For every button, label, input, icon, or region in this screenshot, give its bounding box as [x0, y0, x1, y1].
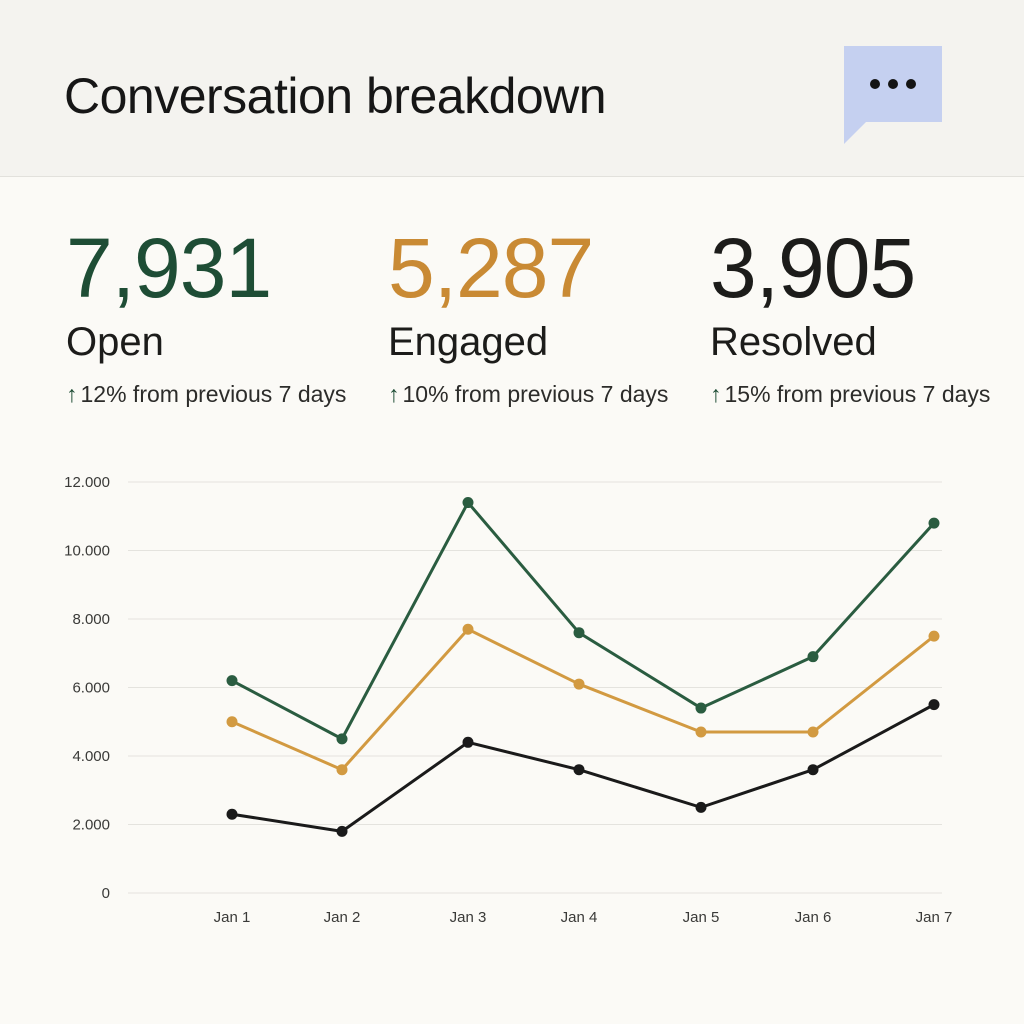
series-resolved-point: [573, 764, 585, 776]
y-tick-label: 12.000: [64, 474, 110, 491]
arrow-up-icon: ↑: [710, 381, 722, 407]
x-tick-label: Jan 3: [450, 909, 487, 926]
chat-button[interactable]: [844, 46, 942, 144]
y-tick-label: 8.000: [72, 611, 110, 628]
series-resolved-point: [695, 801, 707, 813]
stat-open-value: 7,931: [66, 221, 272, 315]
line-chart: 0 2.000 4.000 6.000 8.000 10.000 12.000 Jan 1 Ja…: [0, 450, 1024, 950]
chart-svg: 0 2.000 4.000 6.000 8.000 10.000 12.000 Jan 1 Ja…: [64, 474, 953, 926]
stat-open-change-percent: 12%: [80, 381, 127, 407]
stat-resolved-change-percent: 15%: [724, 381, 771, 407]
stat-resolved-change: ↑ 15% from previous 7 days: [710, 380, 1024, 408]
series-open-point: [928, 517, 940, 529]
stat-resolved-value: 3,905: [710, 221, 916, 315]
stat-engaged-change: ↑ 10% from previous 7 days: [388, 380, 718, 408]
y-tick-label: 10.000: [64, 543, 110, 560]
series-resolved-point: [807, 764, 819, 776]
x-tick-label: Jan 2: [324, 909, 361, 926]
series-open-point: [462, 497, 474, 509]
series-open-point: [226, 675, 238, 687]
x-tick-label: Jan 1: [214, 909, 251, 926]
stat-engaged-label: Engaged: [388, 320, 549, 364]
series-resolved-point: [462, 736, 474, 748]
stat-engaged-value: 5,287: [388, 221, 594, 315]
series-resolved-point: [928, 699, 940, 711]
stat-open-label: Open: [66, 320, 164, 364]
chat-bubble-ellipsis-icon: [844, 46, 942, 144]
x-tick-label: Jan 4: [561, 909, 598, 926]
stat-engaged: 5,287 Engaged ↑ 10% from previous 7 days: [388, 222, 718, 408]
series-resolved-point: [336, 825, 348, 837]
series-open-point: [336, 733, 348, 745]
series-resolved-point: [226, 808, 238, 820]
series-open-point: [807, 651, 819, 663]
stat-resolved-label: Resolved: [710, 320, 877, 364]
stat-open: 7,931 Open ↑ 12% from previous 7 days: [66, 222, 396, 408]
y-tick-label: 2.000: [72, 817, 110, 834]
x-tick-label: Jan 7: [916, 909, 953, 926]
series-engaged-point: [336, 764, 348, 776]
stat-engaged-change-percent: 10%: [402, 381, 449, 407]
series-engaged-point: [573, 678, 585, 690]
x-tick-label: Jan 6: [795, 909, 832, 926]
stat-open-change: ↑ 12% from previous 7 days: [66, 380, 396, 408]
arrow-up-icon: ↑: [66, 381, 78, 407]
series-engaged-point: [928, 630, 940, 642]
stat-engaged-change-text: from previous 7 days: [448, 381, 669, 407]
series-engaged-point: [226, 716, 238, 728]
y-tick-label: 4.000: [72, 748, 110, 765]
page-title: Conversation breakdown: [64, 68, 607, 124]
stat-resolved-change-text: from previous 7 days: [770, 381, 991, 407]
y-tick-label: 6.000: [72, 680, 110, 697]
stat-resolved: 3,905 Resolved ↑ 15% from previous 7 days: [710, 222, 1024, 408]
series-open-point: [573, 627, 585, 639]
header: Conversation breakdown: [0, 0, 1024, 177]
series-engaged-line: [230, 627, 936, 772]
stat-open-change-text: from previous 7 days: [126, 381, 347, 407]
series-open-point: [695, 702, 707, 714]
y-tick-label: 0: [102, 885, 110, 902]
x-tick-label: Jan 5: [683, 909, 720, 926]
series-engaged-point: [695, 726, 707, 738]
arrow-up-icon: ↑: [388, 381, 400, 407]
series-open-line: [230, 501, 936, 741]
series-engaged-point: [807, 726, 819, 738]
series-engaged-point: [462, 623, 474, 635]
